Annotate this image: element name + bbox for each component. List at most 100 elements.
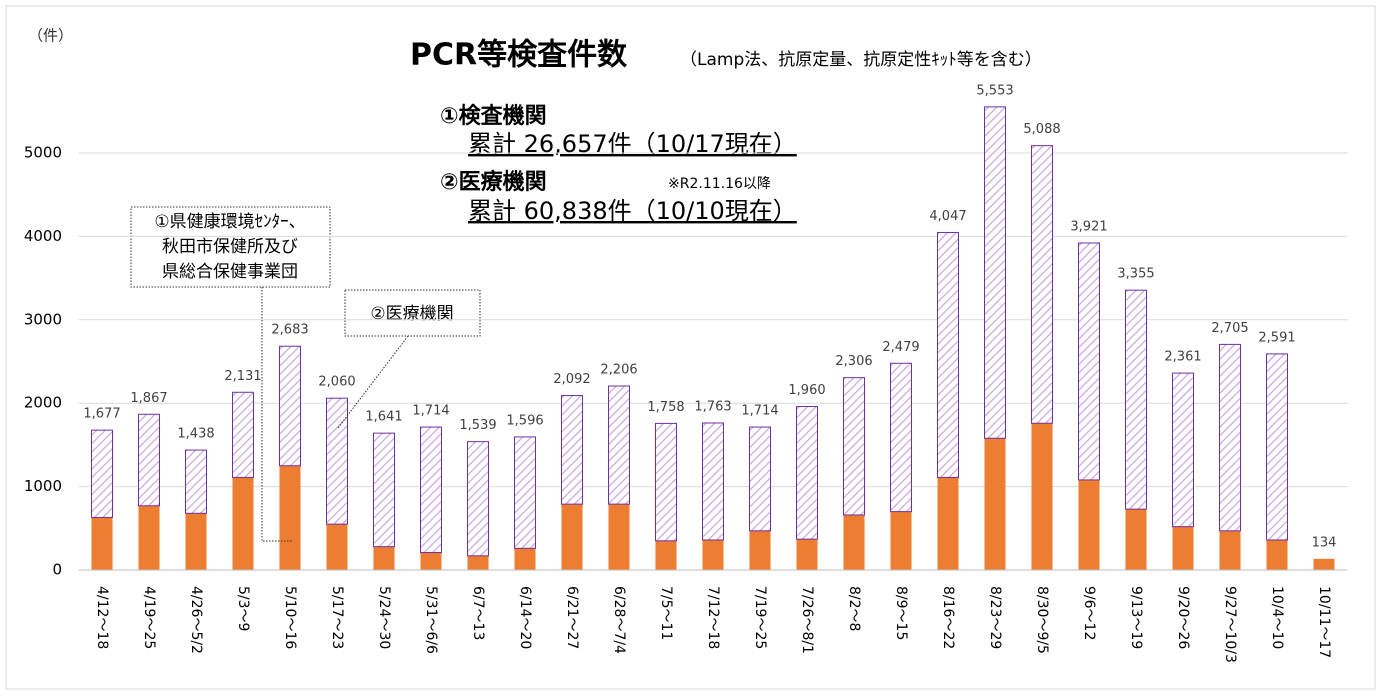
bar-segment bbox=[796, 539, 818, 570]
bar-segment-hatched bbox=[514, 436, 536, 549]
value-label: 2,591 bbox=[1258, 330, 1295, 345]
bar-segment-hatched bbox=[185, 449, 207, 514]
value-label: 1,677 bbox=[83, 407, 120, 422]
bar-segment-hatched bbox=[890, 362, 912, 513]
value-label: 1,596 bbox=[506, 413, 543, 428]
value-label: 1,763 bbox=[694, 399, 731, 414]
bar-segment bbox=[749, 530, 771, 570]
value-label: 2,092 bbox=[553, 372, 590, 387]
bar-segment bbox=[655, 540, 677, 570]
x-tick-label: 9/20～26 bbox=[1175, 586, 1191, 649]
bar-segment-hatched bbox=[467, 441, 489, 557]
bar-segment-hatched bbox=[984, 106, 1006, 439]
callout-line bbox=[261, 287, 292, 542]
callout-text: 秋田市保健所及び bbox=[162, 237, 298, 257]
annotation-total: 累計 60,838件（10/10現在） bbox=[468, 197, 797, 225]
x-tick-label: 4/19～25 bbox=[141, 586, 157, 649]
value-label: 1,714 bbox=[412, 404, 449, 419]
value-label: 1,641 bbox=[365, 410, 402, 425]
x-tick-label: 6/21～27 bbox=[564, 586, 580, 649]
bar-segment bbox=[937, 477, 959, 570]
x-tick-label: 5/24～30 bbox=[376, 586, 392, 649]
bar-segment bbox=[984, 438, 1006, 570]
bar-segment-hatched bbox=[843, 377, 865, 516]
bar-segment-hatched bbox=[138, 413, 160, 507]
bar-segment-hatched bbox=[1078, 242, 1100, 481]
bar-segment-hatched bbox=[1266, 353, 1288, 541]
value-label: 2,306 bbox=[835, 354, 872, 369]
bar-segment-hatched bbox=[420, 426, 442, 553]
y-tick-label: 5000 bbox=[24, 144, 62, 162]
bar-segment bbox=[702, 539, 724, 570]
value-label: 2,361 bbox=[1164, 350, 1201, 365]
x-tick-label: 8/2～8 bbox=[846, 586, 862, 631]
bar-segment bbox=[232, 477, 254, 570]
value-label: 2,705 bbox=[1211, 321, 1248, 336]
value-label: 2,206 bbox=[600, 363, 637, 378]
value-label: 1,539 bbox=[459, 418, 496, 433]
x-tick-label: 5/10～16 bbox=[282, 586, 298, 649]
x-tick-label: 7/19～25 bbox=[752, 586, 768, 649]
bar-segment bbox=[185, 513, 207, 570]
x-tick-label: 8/9～15 bbox=[893, 586, 909, 640]
callout-line bbox=[337, 335, 409, 429]
bar-segment bbox=[138, 505, 160, 570]
bar-segment bbox=[1266, 539, 1288, 570]
bar-segment-hatched bbox=[232, 391, 254, 478]
x-tick-label: 8/16～22 bbox=[940, 586, 956, 649]
bar-segment bbox=[373, 546, 395, 570]
bar-segment-hatched bbox=[561, 395, 583, 505]
callout-box bbox=[344, 289, 481, 337]
bar-segment-hatched bbox=[796, 406, 818, 540]
bar-segment bbox=[91, 517, 113, 570]
bar-segment-hatched bbox=[1172, 372, 1194, 528]
x-tick-label: 8/23～29 bbox=[987, 586, 1003, 649]
bar-segment bbox=[514, 548, 536, 570]
value-label: 4,047 bbox=[929, 209, 966, 224]
value-label: 3,355 bbox=[1117, 267, 1154, 282]
x-tick-label: 9/13～19 bbox=[1128, 586, 1144, 649]
bar-segment bbox=[1078, 479, 1100, 570]
bar-segment bbox=[1125, 509, 1147, 570]
bar-segment bbox=[326, 524, 348, 570]
x-tick-label: 5/17～23 bbox=[329, 586, 345, 649]
chart-border bbox=[5, 5, 1376, 690]
y-tick-label: 3000 bbox=[24, 310, 62, 328]
bar-segment-hatched bbox=[937, 231, 959, 478]
value-label: 3,921 bbox=[1070, 219, 1107, 234]
value-label: 2,479 bbox=[882, 340, 919, 355]
bar-segment-hatched bbox=[373, 432, 395, 548]
bar-segment bbox=[1313, 558, 1335, 570]
value-label: 5,088 bbox=[1023, 122, 1060, 137]
callout-text: ②医療機関 bbox=[370, 304, 453, 324]
annotation-heading: ②医療機関 bbox=[440, 169, 547, 195]
bar-segment bbox=[1172, 526, 1194, 570]
annotation-note: ※R2.11.16以降 bbox=[668, 176, 771, 192]
plot: 0 1000 2000 3000 4000 5000 1,677 4/12～18 1,867 4/… bbox=[24, 83, 1348, 663]
x-tick-label: 7/5～11 bbox=[658, 586, 674, 640]
value-label: 1,438 bbox=[177, 427, 214, 442]
callout-box bbox=[130, 206, 331, 288]
value-label: 134 bbox=[1312, 535, 1337, 550]
bar-segment-hatched bbox=[326, 397, 348, 525]
bar-segment-hatched bbox=[279, 345, 301, 467]
y-tick-label: 4000 bbox=[24, 227, 62, 245]
bar-segment bbox=[890, 511, 912, 570]
bar-segment bbox=[279, 465, 301, 570]
x-tick-label: 5/31～6/6 bbox=[423, 586, 439, 654]
bar-segment bbox=[608, 504, 630, 570]
x-tick-label: 5/3～9 bbox=[235, 586, 251, 631]
annotation-total: 累計 26,657件（10/17現在） bbox=[468, 130, 797, 158]
callout-text: ①県健康環境ｾﾝﾀｰ、 bbox=[154, 212, 305, 232]
bar-segment bbox=[561, 504, 583, 570]
x-tick-label: 6/7～13 bbox=[470, 586, 486, 640]
bar-segment bbox=[420, 552, 442, 570]
x-tick-label: 4/12～18 bbox=[94, 586, 110, 649]
bar-segment-hatched bbox=[1031, 145, 1053, 424]
value-label: 5,553 bbox=[976, 83, 1013, 98]
bar-segment-hatched bbox=[608, 385, 630, 505]
bar-segment-hatched bbox=[702, 422, 724, 541]
y-tick-label: 1000 bbox=[24, 477, 62, 495]
x-tick-label: 10/11～17 bbox=[1316, 586, 1332, 658]
value-label: 1,960 bbox=[788, 383, 825, 398]
